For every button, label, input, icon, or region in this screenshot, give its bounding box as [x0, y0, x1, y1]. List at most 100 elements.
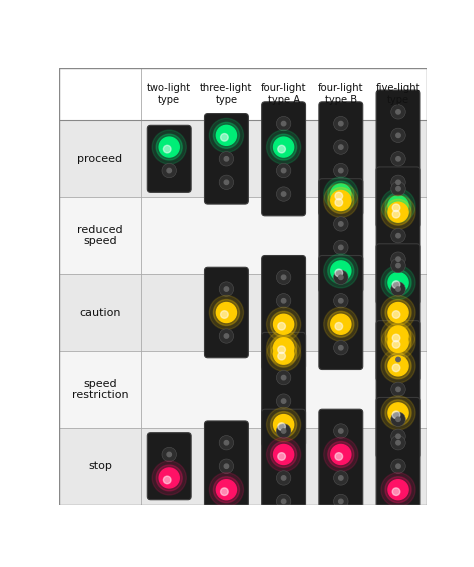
Circle shape — [335, 323, 343, 330]
Circle shape — [152, 461, 186, 495]
Circle shape — [335, 192, 343, 200]
Circle shape — [282, 192, 286, 196]
Circle shape — [159, 137, 179, 157]
Circle shape — [276, 116, 291, 131]
Circle shape — [381, 189, 415, 223]
Circle shape — [334, 270, 348, 285]
FancyBboxPatch shape — [262, 409, 306, 523]
Circle shape — [396, 109, 400, 114]
Circle shape — [338, 145, 343, 149]
Circle shape — [391, 435, 405, 450]
Circle shape — [266, 130, 301, 164]
Circle shape — [273, 445, 294, 464]
FancyBboxPatch shape — [204, 113, 248, 204]
Circle shape — [328, 442, 354, 467]
Circle shape — [338, 345, 343, 350]
Circle shape — [396, 511, 400, 515]
Bar — [59, 428, 427, 505]
Circle shape — [388, 202, 408, 222]
Circle shape — [391, 151, 405, 166]
Circle shape — [334, 294, 348, 308]
Circle shape — [391, 259, 405, 273]
Circle shape — [385, 270, 411, 295]
Circle shape — [381, 319, 415, 353]
Circle shape — [271, 442, 297, 467]
Circle shape — [392, 210, 400, 218]
Circle shape — [282, 429, 286, 433]
Circle shape — [396, 180, 400, 184]
Circle shape — [396, 257, 400, 261]
Circle shape — [273, 137, 294, 157]
Circle shape — [385, 199, 411, 225]
Circle shape — [391, 412, 405, 426]
Circle shape — [331, 261, 351, 281]
Bar — [59, 120, 427, 197]
Circle shape — [266, 331, 301, 365]
Circle shape — [324, 254, 358, 288]
Circle shape — [385, 353, 411, 379]
Circle shape — [335, 198, 343, 206]
FancyBboxPatch shape — [376, 397, 420, 535]
Circle shape — [391, 252, 405, 266]
Circle shape — [391, 128, 405, 142]
Circle shape — [278, 145, 285, 153]
Circle shape — [328, 188, 354, 213]
Circle shape — [391, 382, 405, 396]
Circle shape — [224, 334, 228, 338]
Circle shape — [276, 294, 291, 308]
Circle shape — [282, 375, 286, 380]
Circle shape — [338, 275, 343, 280]
Text: caution: caution — [79, 307, 121, 318]
Circle shape — [220, 311, 228, 318]
Circle shape — [338, 222, 343, 226]
FancyBboxPatch shape — [204, 267, 248, 358]
Circle shape — [391, 429, 405, 443]
Circle shape — [273, 414, 294, 434]
Circle shape — [391, 105, 405, 119]
Circle shape — [381, 396, 415, 430]
Circle shape — [392, 204, 400, 211]
Circle shape — [156, 465, 182, 491]
Circle shape — [388, 332, 408, 353]
Text: four-light
type A: four-light type A — [261, 83, 306, 105]
Circle shape — [220, 488, 228, 496]
Circle shape — [334, 116, 348, 131]
Circle shape — [278, 423, 285, 430]
Circle shape — [388, 403, 408, 423]
FancyBboxPatch shape — [204, 421, 248, 511]
Circle shape — [392, 281, 400, 289]
Circle shape — [388, 356, 408, 376]
Circle shape — [338, 476, 343, 480]
Circle shape — [219, 329, 234, 343]
Circle shape — [388, 273, 408, 293]
Circle shape — [381, 349, 415, 383]
Circle shape — [396, 234, 400, 238]
Circle shape — [271, 341, 297, 367]
Circle shape — [331, 184, 351, 204]
Circle shape — [224, 180, 228, 184]
Circle shape — [385, 329, 411, 356]
FancyBboxPatch shape — [376, 167, 420, 304]
Circle shape — [164, 476, 171, 484]
Circle shape — [159, 468, 179, 488]
Circle shape — [266, 408, 301, 442]
Circle shape — [278, 346, 285, 353]
Circle shape — [282, 476, 286, 480]
Circle shape — [396, 417, 400, 421]
Circle shape — [392, 411, 400, 418]
Circle shape — [276, 471, 291, 485]
Circle shape — [338, 299, 343, 303]
Circle shape — [388, 480, 408, 500]
Circle shape — [385, 477, 411, 503]
Circle shape — [381, 195, 415, 229]
Circle shape — [213, 477, 239, 503]
Circle shape — [224, 287, 228, 291]
Circle shape — [338, 499, 343, 503]
Text: five-light
type: five-light type — [376, 83, 420, 105]
Circle shape — [391, 459, 405, 473]
Circle shape — [210, 295, 244, 329]
Circle shape — [276, 424, 291, 438]
FancyBboxPatch shape — [319, 409, 363, 523]
Text: four-light
type B: four-light type B — [318, 83, 364, 105]
Circle shape — [213, 299, 239, 325]
